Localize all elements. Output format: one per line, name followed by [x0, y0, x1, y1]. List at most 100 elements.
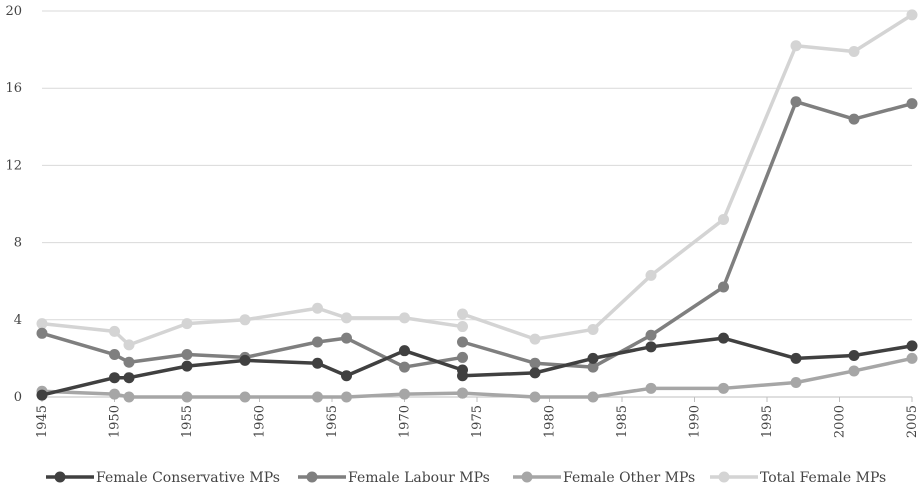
x-tick-label: 2000	[833, 405, 848, 438]
x-tick-label: 1995	[760, 405, 775, 438]
data-point-total-female-mps	[848, 46, 860, 58]
data-point-total-female-mps	[109, 325, 120, 337]
series-total-female-mps	[36, 9, 918, 351]
data-point-female-other-mps	[312, 391, 323, 403]
data-point-total-female-mps	[645, 269, 657, 281]
data-point-female-labour-mps	[341, 332, 352, 344]
x-tick-label: 1990	[688, 405, 703, 438]
data-point-female-labour-mps	[36, 327, 48, 339]
data-point-female-other-mps	[341, 391, 352, 403]
grid-layer	[42, 10, 912, 398]
data-point-female-labour-mps	[906, 98, 918, 110]
x-tick-label: 1970	[398, 405, 413, 438]
y-tick-label: 12	[5, 158, 22, 173]
data-point-female-conservative-mps	[718, 332, 729, 344]
data-point-female-other-mps	[109, 388, 120, 400]
data-point-female-conservative-mps	[457, 370, 468, 382]
series-line-total-female-mps	[460, 13, 914, 341]
legend: Female Conservative MPs Female Labour MPs…	[46, 470, 886, 486]
data-point-total-female-mps	[718, 213, 729, 225]
data-point-female-other-mps	[181, 391, 193, 403]
legend-label: Female Conservative MPs	[96, 470, 280, 486]
legend-swatch-marker	[718, 471, 730, 483]
series-layer	[36, 9, 918, 403]
x-tick-label: 1960	[253, 405, 268, 438]
x-tick-label: 1955	[180, 405, 195, 438]
y-tick-label: 16	[5, 81, 22, 96]
data-point-female-labour-mps	[181, 349, 193, 361]
data-point-female-labour-mps	[645, 329, 657, 341]
y-tick-label: 8	[14, 236, 22, 251]
x-tick-label: 1985	[615, 405, 630, 438]
data-point-female-labour-mps	[587, 361, 599, 373]
data-point-female-conservative-mps	[645, 341, 657, 353]
series-female-conservative-mps	[36, 332, 918, 401]
legend-label: Female Labour MPs	[348, 470, 490, 486]
data-point-female-labour-mps	[123, 356, 135, 368]
series-female-other-mps	[36, 352, 918, 403]
x-tick-label: 1950	[108, 405, 123, 438]
data-point-female-conservative-mps	[906, 340, 918, 352]
data-point-total-female-mps	[457, 321, 468, 333]
data-point-total-female-mps	[529, 333, 541, 345]
data-point-female-conservative-mps	[181, 360, 193, 372]
data-point-total-female-mps	[36, 318, 48, 330]
data-point-female-conservative-mps	[239, 354, 251, 366]
data-point-female-conservative-mps	[529, 367, 541, 379]
y-tick-label: 20	[5, 4, 22, 19]
data-point-female-labour-mps	[109, 349, 120, 361]
data-point-female-labour-mps	[790, 96, 802, 108]
legend-item-female-labour-mps: Female Labour MPs	[298, 470, 490, 486]
legend-label: Total Female MPs	[760, 470, 886, 486]
x-tick-label: 2005	[905, 405, 920, 438]
series-line-total-female-mps	[40, 306, 465, 347]
data-point-female-labour-mps	[718, 281, 729, 293]
data-point-total-female-mps	[399, 312, 410, 324]
data-point-female-labour-mps	[457, 351, 468, 363]
data-point-total-female-mps	[123, 339, 135, 351]
data-point-female-labour-mps	[399, 361, 410, 373]
axis-layer: 0 4 8 12 16 20 1945 1950 1955 1960 1965 1970 1975 198…	[5, 4, 920, 438]
data-point-total-female-mps	[239, 314, 251, 326]
data-point-female-labour-mps	[529, 357, 541, 369]
data-point-female-labour-mps	[457, 336, 468, 348]
data-point-female-other-mps	[587, 391, 599, 403]
data-point-female-other-mps	[645, 382, 657, 394]
x-tick-label: 1975	[470, 405, 485, 438]
x-tick-label: 1965	[325, 405, 340, 438]
data-point-female-conservative-mps	[848, 350, 860, 362]
legend-item-female-other-mps: Female Other MPs	[513, 470, 695, 486]
data-point-total-female-mps	[906, 9, 918, 21]
data-point-female-other-mps	[529, 391, 541, 403]
data-point-female-other-mps	[718, 382, 729, 394]
series-line-female-labour-mps	[460, 99, 914, 369]
data-point-female-other-mps	[906, 352, 918, 364]
legend-swatch-marker	[54, 471, 66, 483]
data-point-female-conservative-mps	[399, 345, 410, 357]
data-point-female-labour-mps	[848, 113, 860, 125]
data-point-total-female-mps	[312, 302, 323, 314]
y-tick-label: 4	[14, 313, 22, 328]
data-point-female-conservative-mps	[341, 370, 352, 382]
x-tick-label: 1945	[35, 405, 50, 438]
y-tick-label: 0	[14, 390, 22, 405]
data-point-total-female-mps	[587, 323, 599, 335]
series-line-female-conservative-mps	[460, 336, 914, 378]
series-line-female-other-mps	[460, 356, 914, 399]
legend-label: Female Other MPs	[563, 470, 695, 486]
legend-item-total-female-mps: Total Female MPs	[710, 470, 886, 486]
x-tick-label: 1980	[543, 405, 558, 438]
data-point-female-other-mps	[457, 387, 468, 399]
data-point-female-other-mps	[848, 365, 860, 377]
data-point-female-conservative-mps	[312, 357, 323, 369]
data-point-female-other-mps	[123, 391, 135, 403]
data-point-total-female-mps	[341, 312, 352, 324]
data-point-female-conservative-mps	[36, 389, 48, 401]
data-point-female-conservative-mps	[109, 372, 120, 384]
data-point-total-female-mps	[457, 308, 468, 320]
data-point-female-other-mps	[239, 391, 251, 403]
data-point-female-labour-mps	[312, 336, 323, 348]
legend-swatch-marker	[306, 471, 318, 483]
data-point-female-conservative-mps	[587, 352, 599, 364]
